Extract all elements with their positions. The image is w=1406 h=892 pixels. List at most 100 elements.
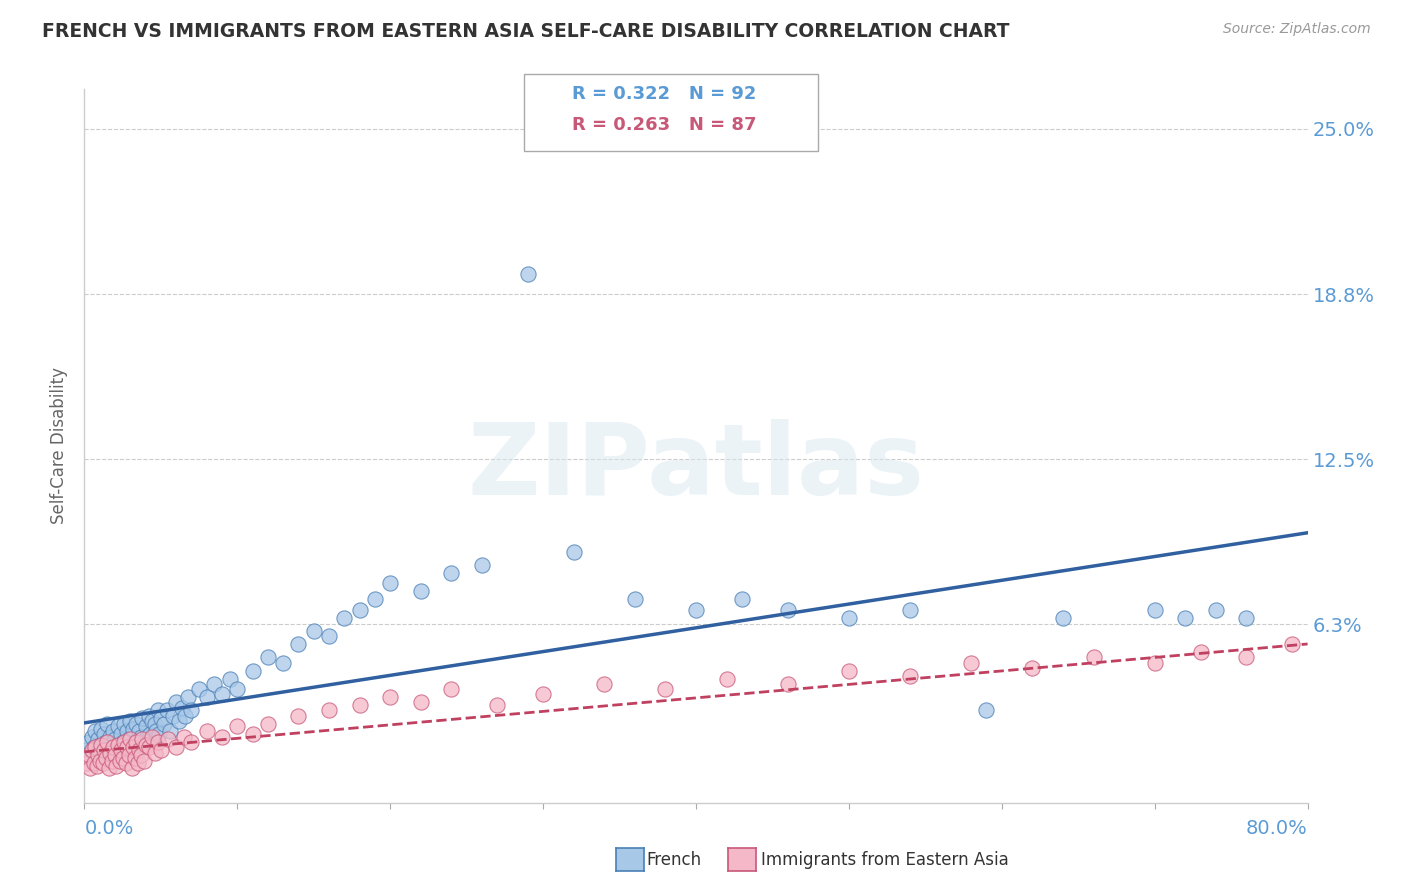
Point — [103, 740, 125, 755]
Point — [89, 754, 111, 768]
Point — [593, 677, 616, 691]
Point — [97, 761, 120, 775]
Point — [90, 722, 112, 736]
Point — [180, 735, 202, 749]
Point — [976, 703, 998, 717]
Point — [104, 732, 127, 747]
Text: Source: ZipAtlas.com: Source: ZipAtlas.com — [1223, 22, 1371, 37]
Point — [624, 592, 647, 607]
Point — [93, 727, 115, 741]
Point — [121, 743, 143, 757]
Point — [838, 611, 860, 625]
Point — [148, 727, 170, 741]
Point — [101, 740, 124, 755]
Point — [128, 743, 150, 757]
Point — [77, 748, 100, 763]
Point — [838, 664, 860, 678]
Point — [226, 719, 249, 733]
Point — [287, 708, 309, 723]
Point — [93, 743, 115, 757]
Point — [1083, 650, 1105, 665]
Point — [156, 703, 179, 717]
Point — [776, 603, 799, 617]
Point — [79, 751, 101, 765]
Point — [141, 714, 163, 728]
Point — [87, 732, 110, 747]
Point — [364, 592, 387, 607]
Point — [1281, 637, 1303, 651]
Point — [1174, 611, 1197, 625]
Point — [138, 708, 160, 723]
Point — [80, 730, 103, 744]
Point — [731, 592, 754, 607]
Point — [143, 716, 166, 731]
Point — [135, 738, 157, 752]
Point — [76, 756, 98, 771]
Point — [138, 740, 160, 755]
Point — [177, 690, 200, 704]
Point — [153, 716, 176, 731]
Point — [172, 700, 194, 714]
Text: French: French — [647, 851, 702, 869]
Point — [114, 756, 136, 771]
Point — [86, 759, 108, 773]
Point — [173, 730, 195, 744]
Point — [149, 743, 172, 757]
Point — [132, 735, 155, 749]
Point — [165, 695, 187, 709]
Point — [174, 708, 197, 723]
Point — [349, 698, 371, 712]
Point — [112, 735, 135, 749]
Point — [84, 740, 107, 755]
Point — [257, 650, 280, 665]
Point — [242, 727, 264, 741]
Point — [101, 754, 124, 768]
Point — [654, 682, 676, 697]
Point — [409, 584, 432, 599]
Point — [142, 732, 165, 747]
Point — [1143, 603, 1166, 617]
Point — [486, 698, 509, 712]
Point — [211, 688, 233, 702]
Point — [471, 558, 494, 572]
Point — [149, 711, 172, 725]
Point — [129, 730, 152, 744]
Point — [146, 703, 169, 717]
Point — [1236, 650, 1258, 665]
Point — [87, 748, 110, 763]
Point — [127, 756, 149, 771]
Point — [108, 738, 131, 752]
Point — [107, 719, 129, 733]
Point — [124, 751, 146, 765]
Point — [127, 740, 149, 755]
Point — [202, 677, 225, 691]
Point — [103, 724, 125, 739]
Point — [1236, 611, 1258, 625]
Point — [302, 624, 325, 638]
Point — [125, 735, 148, 749]
Text: ZIPatlas: ZIPatlas — [468, 419, 924, 516]
Point — [121, 761, 143, 775]
Point — [1372, 634, 1395, 648]
Point — [91, 756, 114, 771]
Point — [898, 669, 921, 683]
Point — [1143, 656, 1166, 670]
Point — [107, 738, 129, 752]
Point — [159, 724, 181, 739]
Point — [76, 743, 98, 757]
Point — [120, 732, 142, 747]
Point — [440, 566, 463, 580]
Point — [562, 545, 585, 559]
Point — [211, 730, 233, 744]
Point — [380, 690, 402, 704]
Point — [287, 637, 309, 651]
Point — [115, 740, 138, 755]
Point — [96, 735, 118, 749]
Point — [516, 267, 538, 281]
Point — [129, 748, 152, 763]
Point — [131, 732, 153, 747]
Point — [242, 664, 264, 678]
Point — [131, 711, 153, 725]
Point — [1052, 611, 1074, 625]
Point — [125, 716, 148, 731]
